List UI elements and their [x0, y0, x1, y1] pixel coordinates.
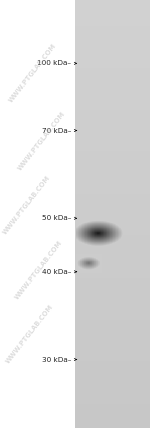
- Text: WWW.PTGLAB.COM: WWW.PTGLAB.COM: [14, 239, 64, 300]
- Text: WWW.PTGLAB.COM: WWW.PTGLAB.COM: [8, 42, 58, 104]
- Text: WWW.PTGLAB.COM: WWW.PTGLAB.COM: [5, 303, 55, 365]
- Text: WWW.PTGLAB.COM: WWW.PTGLAB.COM: [2, 175, 52, 236]
- Text: 30 kDa–: 30 kDa–: [42, 357, 71, 363]
- Text: 100 kDa–: 100 kDa–: [37, 60, 71, 66]
- Text: 50 kDa–: 50 kDa–: [42, 215, 71, 221]
- Text: WWW.PTGLAB.COM: WWW.PTGLAB.COM: [17, 110, 67, 172]
- Text: 40 kDa–: 40 kDa–: [42, 269, 71, 275]
- Text: 70 kDa–: 70 kDa–: [42, 128, 71, 134]
